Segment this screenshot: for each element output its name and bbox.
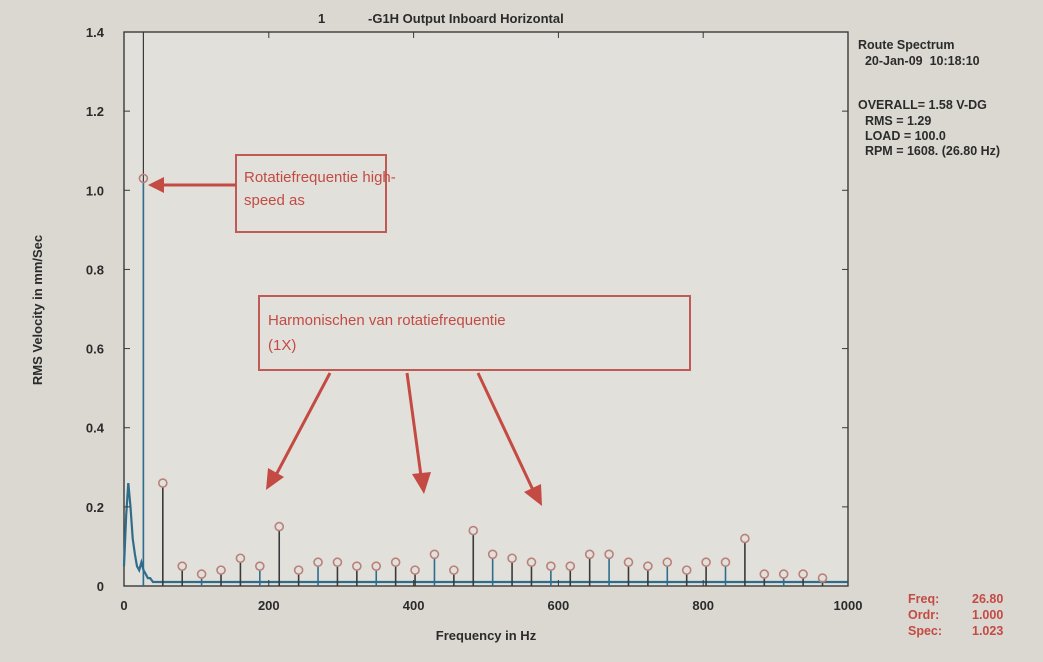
harmonic-marker bbox=[643, 561, 653, 571]
harmonic-marker bbox=[255, 561, 265, 571]
harmonic-marker bbox=[196, 569, 207, 579]
harmonic-marker bbox=[138, 173, 149, 184]
harmonic-marker bbox=[817, 573, 828, 583]
y-axis-title: RMS Velocity in mm/Sec bbox=[30, 235, 45, 385]
harmonic-marker bbox=[778, 569, 789, 579]
info-line: 20-Jan-09 10:18:10 bbox=[858, 54, 980, 68]
harmonic-marker bbox=[798, 569, 808, 579]
x-tick-label: 400 bbox=[403, 598, 425, 613]
arrow-head bbox=[524, 484, 542, 506]
y-tick-label: 0.2 bbox=[86, 500, 104, 515]
harmonic-marker bbox=[681, 565, 692, 575]
info-line: OVERALL= 1.58 V-DG bbox=[858, 98, 987, 112]
cursor-label: Freq: bbox=[908, 592, 939, 606]
chart-title: -G1H Output Inboard Horizontal bbox=[368, 11, 564, 26]
plot-area bbox=[122, 32, 848, 586]
arrow-head bbox=[148, 177, 164, 193]
annotation-text: Harmonischen van rotatiefrequentie bbox=[268, 312, 506, 329]
harmonic-marker bbox=[332, 557, 343, 568]
x-tick-label: 1000 bbox=[834, 598, 863, 613]
harmonic-marker bbox=[759, 569, 770, 579]
harmonic-marker bbox=[429, 549, 440, 560]
annotation-text: speed as bbox=[244, 192, 305, 209]
annotation-harmonics: Harmonischen van rotatiefrequentie (1X) bbox=[258, 295, 691, 506]
harmonic-marker bbox=[293, 565, 304, 575]
harmonic-marker bbox=[468, 525, 479, 536]
x-axis-title: Frequency in Hz bbox=[436, 628, 537, 643]
cursor-label: Ordr: bbox=[908, 608, 939, 622]
harmonic-marker bbox=[604, 549, 614, 560]
annotation-arrow bbox=[405, 372, 423, 477]
arrow-head bbox=[412, 472, 431, 494]
y-tick-label: 0 bbox=[97, 579, 104, 594]
annotation-box bbox=[258, 295, 691, 371]
harmonic-marker bbox=[352, 561, 362, 571]
y-tick-label: 0.4 bbox=[86, 421, 105, 436]
harmonic-marker bbox=[701, 557, 711, 568]
arrow-head bbox=[266, 468, 284, 490]
cursor-value: 1.000 bbox=[972, 608, 1003, 622]
chart-title-number: 1 bbox=[318, 11, 325, 26]
harmonic-marker bbox=[487, 549, 498, 560]
x-tick-label: 600 bbox=[548, 598, 570, 613]
annotation-arrow bbox=[476, 372, 535, 491]
y-tick-label: 0.6 bbox=[86, 342, 104, 357]
x-tick-label: 800 bbox=[692, 598, 714, 613]
harmonic-marker bbox=[720, 557, 731, 568]
y-tick-label: 1.2 bbox=[86, 104, 104, 119]
annotation-text: (1X) bbox=[268, 337, 296, 354]
harmonic-marker bbox=[740, 533, 750, 544]
annotation-arrow bbox=[274, 372, 332, 476]
x-tick-label: 0 bbox=[120, 598, 127, 613]
harmonic-marker bbox=[216, 565, 226, 575]
cursor-value: 1.023 bbox=[972, 624, 1003, 638]
spectrum-line bbox=[122, 482, 848, 584]
annotation-text: Rotatiefrequentie high- bbox=[244, 169, 396, 186]
cursor-readout: Freq: 26.80 Ordr: 1.000 Spec: 1.023 bbox=[908, 592, 1003, 638]
harmonic-marker bbox=[274, 521, 285, 532]
harmonic-marker bbox=[235, 553, 246, 564]
x-tick-label: 200 bbox=[258, 598, 280, 613]
harmonic-marker bbox=[158, 478, 168, 488]
harmonic-marker bbox=[584, 549, 595, 560]
annotation-box bbox=[235, 154, 387, 233]
harmonic-marker bbox=[546, 561, 556, 571]
harmonic-marker bbox=[565, 561, 576, 571]
info-line: RPM = 1608. (26.80 Hz) bbox=[858, 144, 1000, 158]
harmonic-marker bbox=[177, 561, 188, 571]
y-tick-label: 1.0 bbox=[86, 183, 104, 198]
info-line: LOAD = 100.0 bbox=[858, 129, 946, 143]
harmonic-marker bbox=[410, 565, 420, 575]
plot-frame bbox=[123, 31, 849, 587]
harmonic-marker bbox=[371, 561, 382, 571]
harmonic-marker bbox=[449, 565, 459, 575]
info-line: RMS = 1.29 bbox=[858, 114, 931, 128]
harmonic-marker bbox=[662, 557, 673, 568]
info-line: Route Spectrum bbox=[858, 38, 955, 52]
harmonic-marker bbox=[623, 557, 634, 568]
info-panel: Route Spectrum 20-Jan-09 10:18:10 OVERAL… bbox=[858, 38, 1000, 158]
y-tick-label: 1.4 bbox=[86, 25, 105, 40]
harmonic-marker bbox=[313, 557, 323, 568]
harmonic-marker bbox=[526, 557, 537, 568]
harmonic-marker bbox=[507, 553, 517, 564]
annotation-rotation-frequency: Rotatiefrequentie high- speed as bbox=[148, 154, 396, 233]
y-tick-label: 0.8 bbox=[86, 262, 104, 277]
axes: 0 200 400 600 800 1000 0 0.2 0.4 0.6 0.8 1.0 1.2 1.4 bbox=[86, 25, 863, 613]
cursor-value: 26.80 bbox=[972, 592, 1003, 606]
cursor-label: Spec: bbox=[908, 624, 942, 638]
harmonic-marker bbox=[390, 557, 401, 568]
